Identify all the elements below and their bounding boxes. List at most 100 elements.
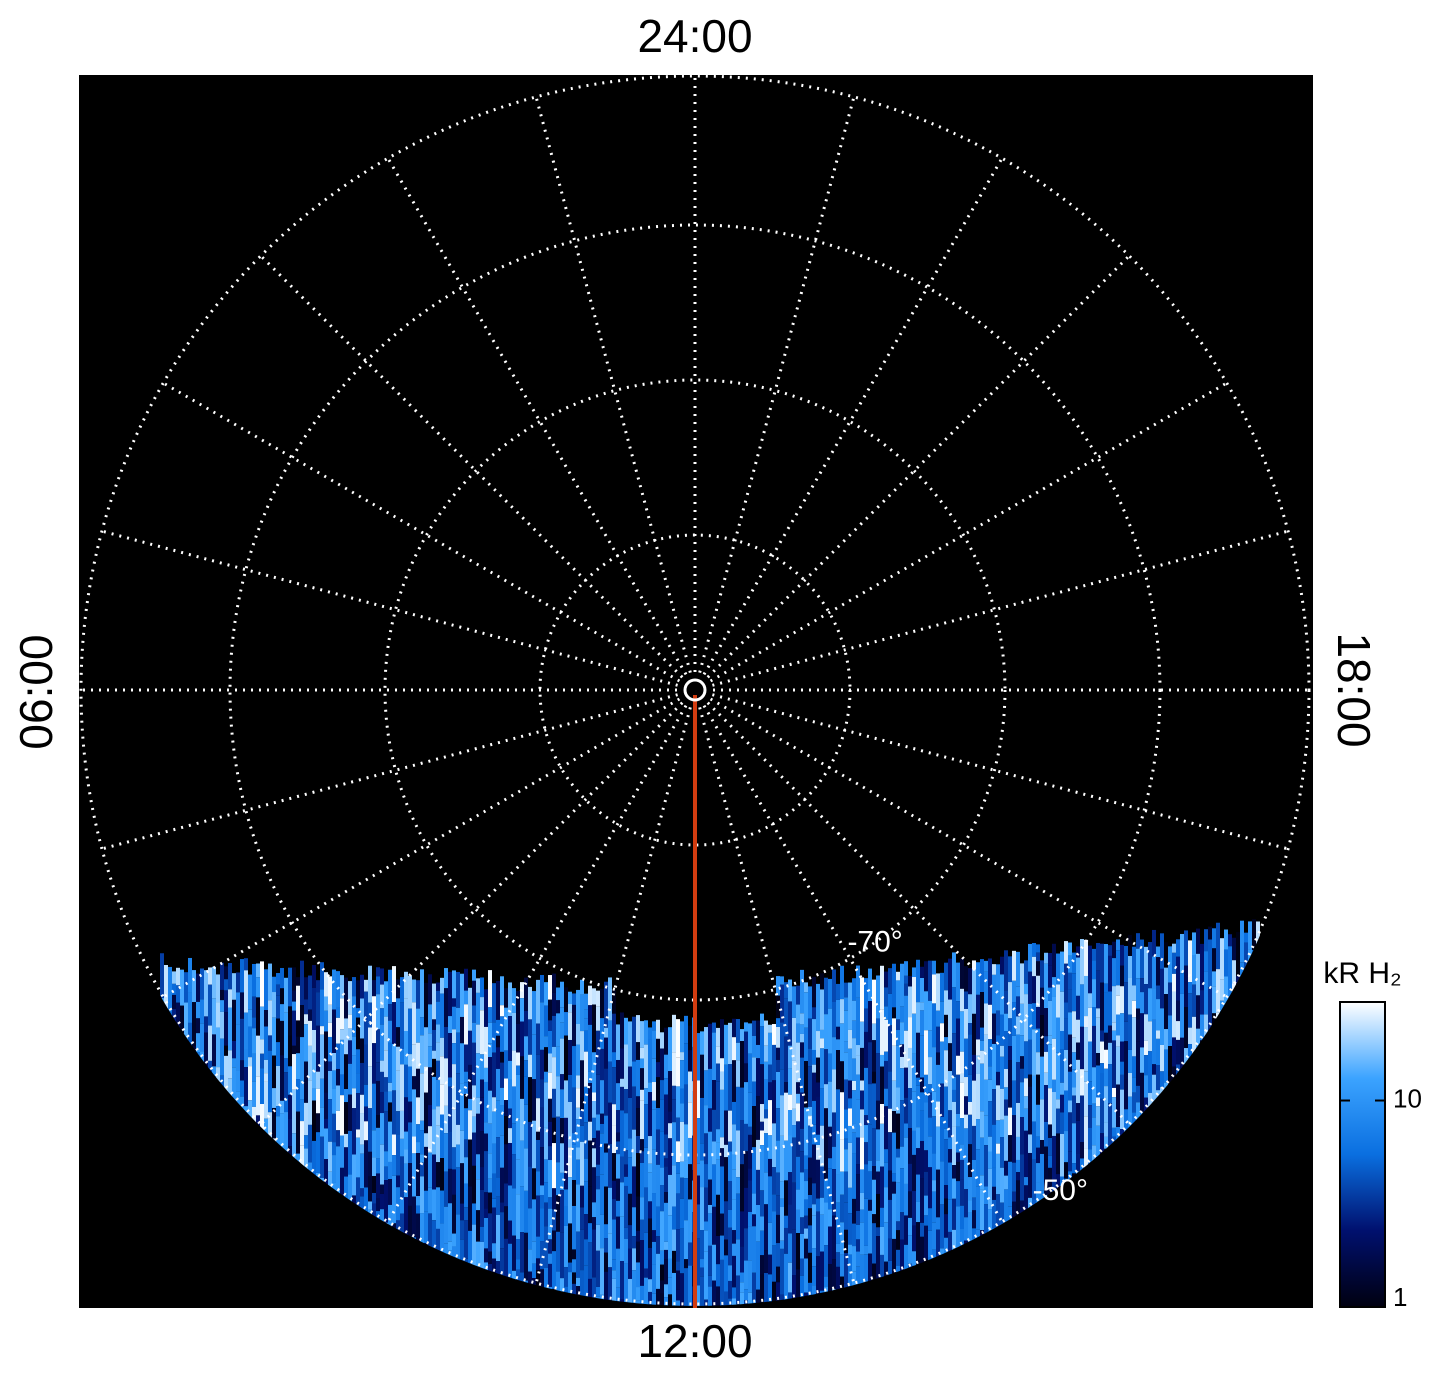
emission-pixel xyxy=(392,1155,396,1176)
emission-pixel xyxy=(256,997,260,1036)
emission-pixel xyxy=(808,1252,812,1283)
emission-pixel xyxy=(984,1003,988,1035)
latitude-circle xyxy=(228,223,1162,1157)
emission-pixel xyxy=(344,1089,348,1103)
emission-pixel xyxy=(432,1109,436,1155)
emission-pixel xyxy=(516,1259,520,1270)
emission-pixel xyxy=(344,1176,348,1209)
emission-pixel xyxy=(576,1184,580,1232)
emission-pixel xyxy=(956,1113,960,1127)
emission-pixel xyxy=(716,1081,720,1130)
emission-pixel xyxy=(672,1052,676,1086)
emission-pixel xyxy=(800,1217,804,1234)
emission-pixel xyxy=(584,1030,588,1052)
emission-pixel xyxy=(480,1010,484,1055)
emission-pixel xyxy=(956,1055,960,1075)
emission-pixel xyxy=(728,1180,732,1210)
emission-pixel xyxy=(372,1176,376,1193)
emission-pixel xyxy=(676,1019,680,1058)
emission-pixel xyxy=(264,1073,268,1082)
emission-pixel xyxy=(552,1046,556,1058)
emission-pixel xyxy=(576,1024,580,1045)
emission-pixel xyxy=(488,1123,492,1154)
emission-pixel xyxy=(768,1176,772,1223)
emission-pixel xyxy=(212,1066,216,1077)
emission-pixel xyxy=(588,1083,592,1122)
emission-pixel xyxy=(564,987,568,1013)
emission-pixel xyxy=(580,1125,584,1142)
emission-pixel xyxy=(608,1267,612,1306)
emission-pixel xyxy=(640,1285,644,1306)
emission-pixel xyxy=(548,999,552,1021)
emission-pixel xyxy=(488,1251,492,1264)
emission-pixel xyxy=(784,1036,788,1083)
emission-pixel xyxy=(784,1180,788,1216)
emission-pixel xyxy=(1080,984,1084,1027)
emission-pixel xyxy=(656,1019,660,1039)
emission-pixel xyxy=(656,1206,660,1237)
emission-pixel xyxy=(376,1127,380,1159)
meridian xyxy=(259,701,684,1126)
emission-pixel xyxy=(616,1083,620,1111)
emission-pixel xyxy=(208,1060,212,1074)
emission-pixel xyxy=(952,1033,956,1077)
emission-pixel xyxy=(1032,943,1036,957)
emission-pixel xyxy=(600,1113,604,1124)
emission-pixel xyxy=(916,959,920,1003)
emission-pixel xyxy=(464,1139,468,1158)
emission-pixel xyxy=(328,1171,332,1200)
emission-pixel xyxy=(676,1193,680,1230)
emission-pixel xyxy=(600,1123,604,1134)
emission-pixel xyxy=(484,1026,488,1068)
local-time-label: 18:00 xyxy=(1328,632,1380,747)
emission-pixel xyxy=(492,983,496,1023)
emission-pixel xyxy=(376,1173,380,1199)
emission-pixel xyxy=(1144,1055,1148,1076)
emission-pixel xyxy=(720,1058,724,1072)
emission-pixel xyxy=(560,981,564,1008)
emission-pixel xyxy=(488,1263,492,1273)
emission-pixel xyxy=(776,1282,780,1306)
emission-pixel xyxy=(1048,1035,1052,1045)
emission-pixel xyxy=(588,1278,592,1306)
emission-pixel xyxy=(644,1187,648,1233)
emission-pixel xyxy=(232,973,236,1000)
emission-pixel xyxy=(1124,1079,1128,1110)
emission-pixel xyxy=(684,1015,688,1044)
emission-pixel xyxy=(712,1022,716,1033)
emission-pixel xyxy=(228,963,232,990)
emission-pixel xyxy=(944,1050,948,1087)
emission-pixel xyxy=(860,1080,864,1091)
emission-pixel xyxy=(584,1181,588,1215)
emission-pixel xyxy=(788,1233,792,1263)
emission-pixel xyxy=(472,1132,476,1166)
emission-pixel xyxy=(868,1124,872,1161)
emission-pixel xyxy=(1108,955,1112,992)
emission-pixel xyxy=(876,1236,880,1284)
emission-pixel xyxy=(212,1034,216,1067)
emission-pixel xyxy=(1120,986,1124,1014)
emission-pixel xyxy=(408,1101,412,1123)
emission-pixel xyxy=(680,1177,684,1199)
emission-pixel xyxy=(384,1180,388,1223)
emission-pixel xyxy=(808,986,812,1019)
emission-pixel xyxy=(472,980,476,1006)
emission-pixel xyxy=(680,1228,684,1274)
emission-pixel xyxy=(880,965,884,1010)
emission-pixel xyxy=(1080,1026,1084,1070)
emission-pixel xyxy=(972,1210,976,1229)
emission-pixel xyxy=(604,1271,608,1306)
emission-pixel xyxy=(244,1067,248,1107)
emission-pixel xyxy=(860,1137,864,1170)
emission-pixel xyxy=(1112,941,1116,959)
emission-pixel xyxy=(176,1002,180,1047)
emission-pixel xyxy=(224,1055,228,1098)
emission-pixel xyxy=(944,962,948,991)
emission-pixel xyxy=(772,1080,776,1124)
emission-pixel xyxy=(512,1050,516,1087)
emission-pixel xyxy=(876,1018,880,1054)
emission-pixel xyxy=(856,1074,860,1100)
emission-pixel xyxy=(944,1086,948,1129)
emission-pixel xyxy=(776,1108,780,1141)
emission-pixel xyxy=(584,1122,588,1159)
